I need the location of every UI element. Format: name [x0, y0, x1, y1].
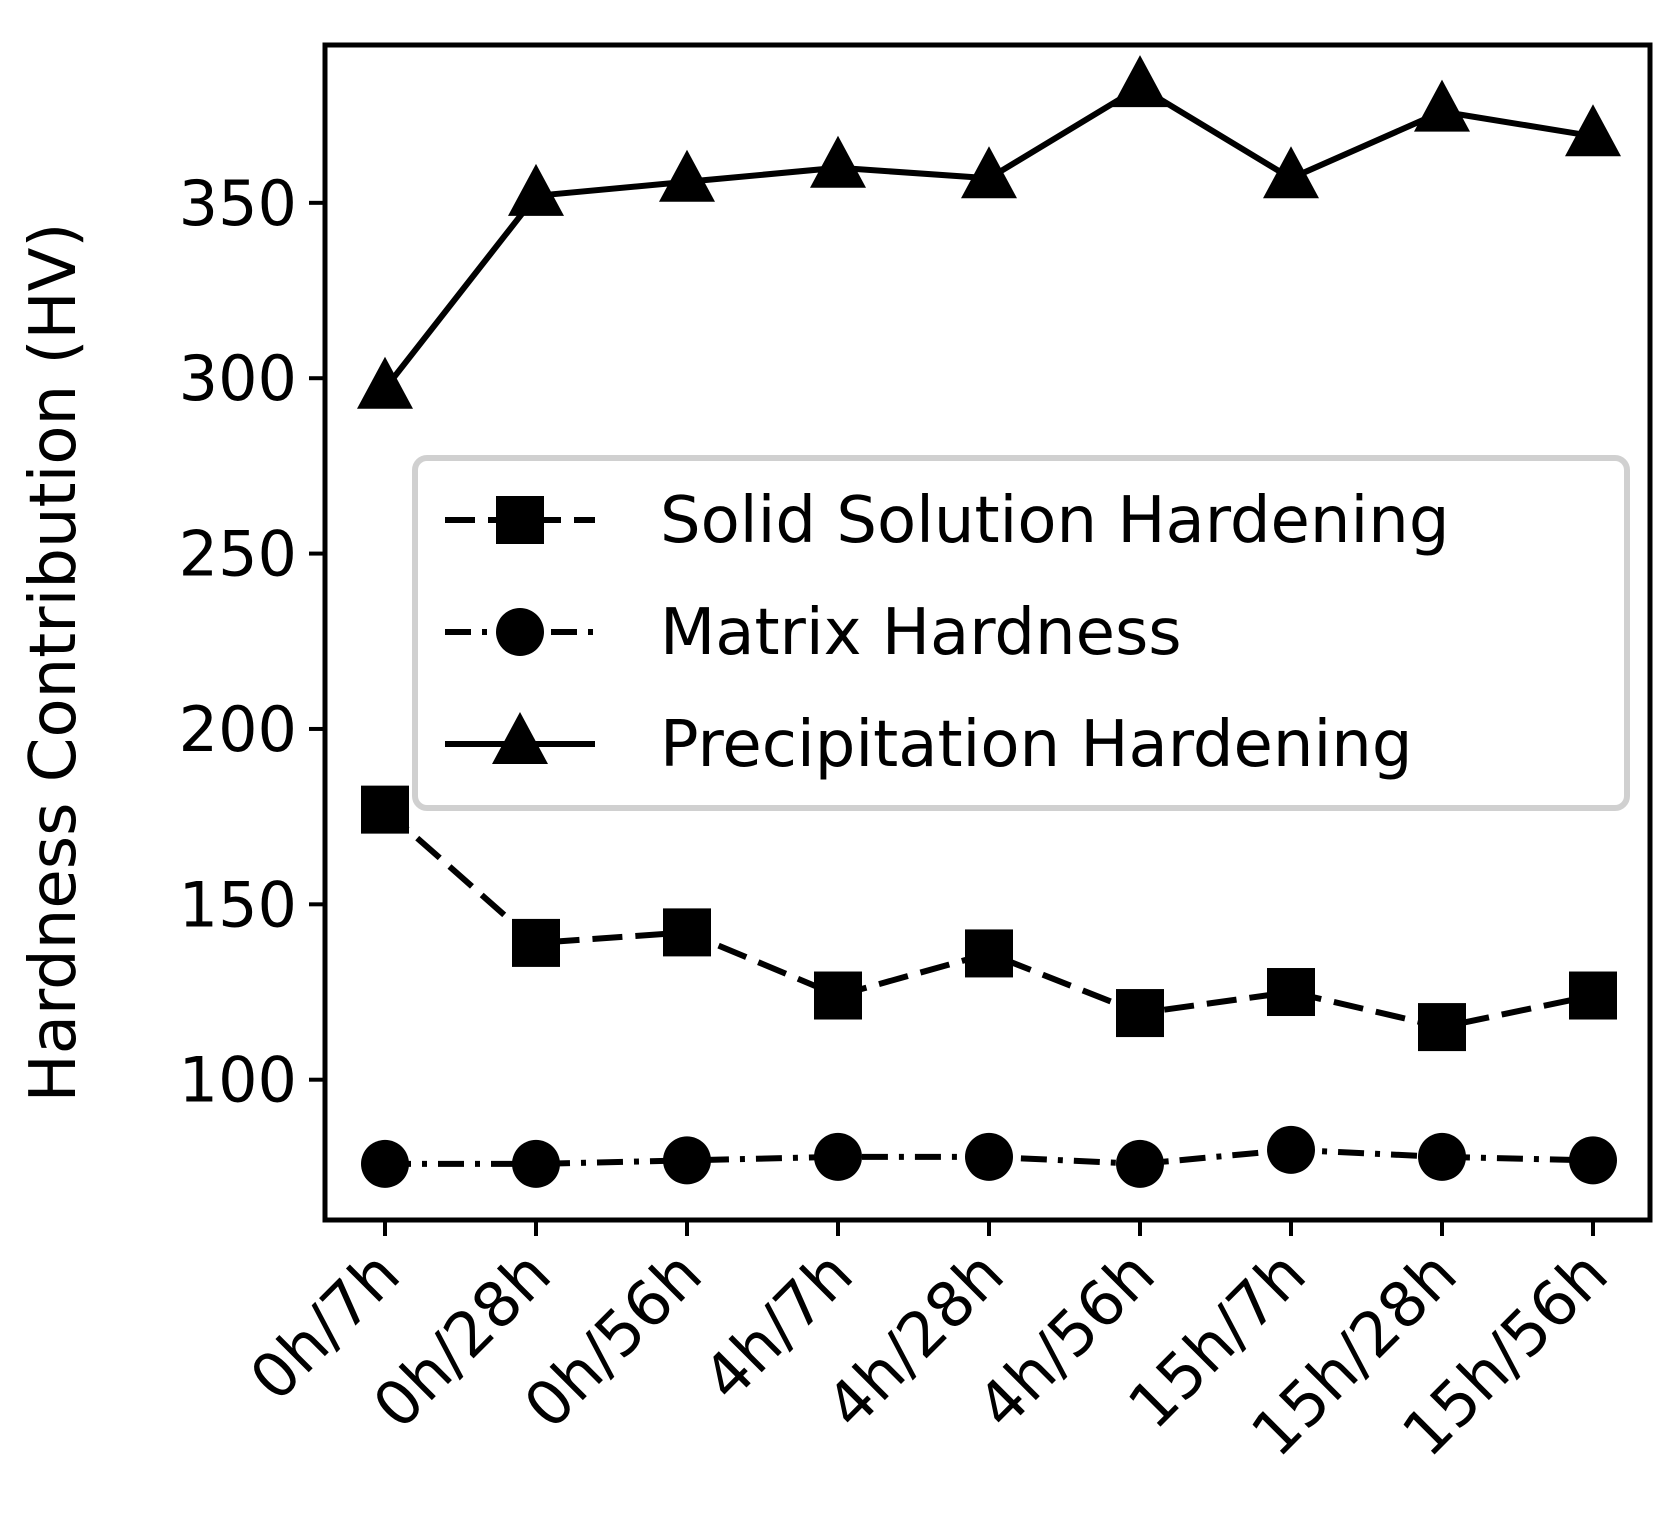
precipitation-hardening-point — [1112, 55, 1168, 108]
solid-solution-hardening-point — [1116, 989, 1164, 1038]
matrix-hardness-point — [1116, 1139, 1164, 1188]
legend-precipitation-hardening-label: Precipitation Hardening — [660, 708, 1412, 782]
precipitation-hardening-point — [961, 146, 1017, 199]
solid-solution-hardening-point — [512, 918, 560, 967]
precipitation-hardening-point — [659, 149, 715, 202]
precipitation-hardening-point — [1263, 146, 1319, 199]
matrix-hardness-point — [361, 1139, 409, 1188]
precipitation-hardening-point — [508, 163, 564, 216]
legend: Solid Solution Hardening Matrix Hardness P… — [412, 455, 1630, 811]
y-tick-label: 350 — [179, 167, 297, 240]
legend-box — [412, 455, 1630, 811]
y-tick-label: 200 — [179, 693, 297, 766]
legend-matrix-hardness-label: Matrix Hardness — [660, 596, 1182, 670]
y-tick-label: 250 — [179, 518, 297, 591]
matrix-hardness-point — [1418, 1132, 1466, 1181]
legend-matrix-hardness-marker — [496, 608, 544, 656]
matrix-hardness-point — [965, 1132, 1013, 1181]
solid-solution-hardening-point — [663, 908, 711, 957]
precipitation-hardening-point — [357, 356, 413, 409]
precipitation-hardening-point — [1414, 79, 1470, 132]
y-axis-title: Hardness Contribution (HV) — [17, 223, 91, 1103]
solid-solution-hardening-point — [965, 929, 1013, 978]
precipitation-hardening-point — [810, 135, 866, 188]
solid-solution-hardening-point — [814, 971, 862, 1020]
matrix-hardness-point — [1569, 1136, 1617, 1185]
matrix-hardness-point — [512, 1139, 560, 1188]
solid-solution-hardening-point — [1569, 971, 1617, 1020]
solid-solution-hardening-point — [361, 785, 409, 834]
y-tick-label: 300 — [179, 342, 297, 415]
y-axis: 100 150 200 250 300 350 — [179, 167, 325, 1117]
matrix-hardness-point — [814, 1132, 862, 1181]
y-tick-label: 150 — [179, 868, 297, 941]
precipitation-hardening-point — [1565, 104, 1621, 157]
solid-solution-hardening-point — [1418, 1003, 1466, 1052]
matrix-hardness-point — [663, 1136, 711, 1185]
matrix-hardness-point — [1267, 1125, 1315, 1174]
legend-solid-solution-hardening-marker — [496, 496, 544, 544]
legend-precipitation-hardening-marker — [492, 712, 548, 764]
solid-solution-hardening-point — [1267, 968, 1315, 1017]
legend-solid-solution-hardening-label: Solid Solution Hardening — [660, 484, 1449, 558]
y-tick-label: 100 — [179, 1044, 297, 1117]
plot-markers — [357, 55, 1621, 1188]
